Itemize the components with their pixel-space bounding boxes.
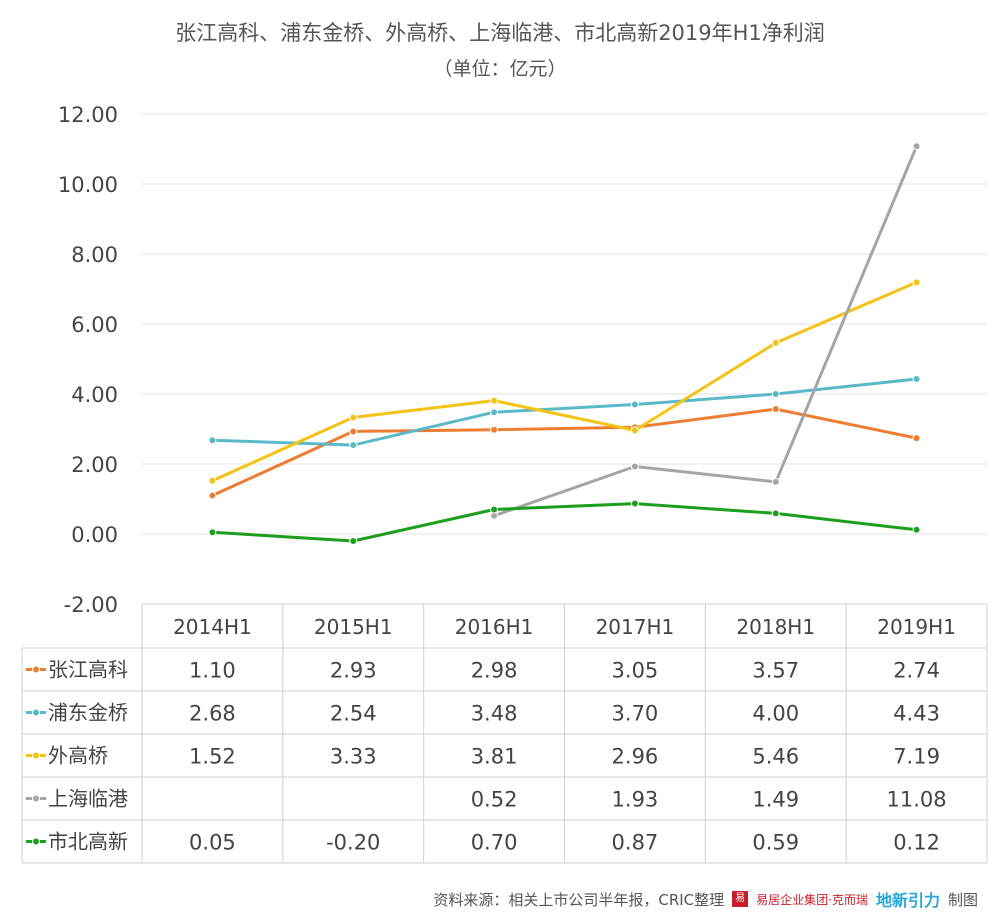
x-category-label: 2017H1 (596, 615, 675, 639)
logo-text: 易居企业集团·克而瑞 (756, 892, 868, 907)
series-line (212, 377, 917, 447)
series-line (211, 407, 917, 497)
data-label: 3.33 (330, 745, 377, 769)
data-point (208, 528, 217, 537)
data-label: 0.59 (752, 831, 799, 855)
x-category-label: 2014H1 (173, 615, 252, 639)
data-point (912, 142, 921, 151)
source-text: 资料来源：相关上市公司半年报，CRIC整理 (433, 890, 725, 909)
legend-marker (32, 708, 40, 717)
data-label: 1.10 (189, 659, 236, 683)
data-label: 3.57 (752, 659, 799, 683)
data-point (490, 396, 499, 405)
data-point (630, 499, 639, 508)
legend-label: 张江高科 (48, 658, 128, 682)
data-point (771, 509, 780, 518)
data-label: 2.96 (612, 745, 659, 769)
data-point (349, 413, 358, 422)
data-point (912, 278, 921, 287)
data-point (630, 400, 639, 409)
data-label: 4.00 (752, 702, 799, 726)
line-chart: 12.00 10.00 8.00 6.00 4.00 2.00 0.00 -2.00 2014H… (21, 103, 988, 864)
data-point (912, 434, 921, 443)
logo-icon: 易 (732, 891, 749, 907)
data-label: -0.20 (326, 831, 380, 855)
y-tick-label: 8.00 (71, 243, 118, 267)
data-label: 0.70 (471, 831, 518, 855)
y-tick-label: 6.00 (71, 313, 118, 337)
y-tick-label: 4.00 (71, 383, 118, 407)
data-label: 0.87 (612, 831, 659, 855)
data-label: 2.93 (330, 659, 377, 683)
data-label: 1.49 (752, 788, 799, 812)
data-point (349, 427, 358, 436)
source-footer: 资料来源：相关上市公司半年报，CRIC整理 易 易居企业集团·克而瑞 地新引力 … (433, 887, 978, 911)
data-point (912, 525, 921, 534)
legend-label: 上海临港 (48, 787, 128, 811)
x-category-label: 2015H1 (314, 615, 393, 639)
data-point (490, 425, 499, 434)
data-point (490, 505, 499, 514)
data-point (490, 408, 499, 417)
legend-label: 浦东金桥 (48, 701, 128, 725)
legend-marker (32, 794, 40, 803)
data-label: 7.19 (893, 745, 940, 769)
data-label: 2.68 (189, 702, 236, 726)
legend-marker (32, 837, 40, 846)
x-category-label: 2018H1 (736, 615, 815, 639)
y-tick-label: -2.00 (64, 593, 118, 617)
series-line (493, 145, 918, 518)
y-tick-label: 10.00 (58, 173, 118, 197)
data-label: 3.05 (612, 659, 659, 683)
made-by-text: 制图 (947, 890, 978, 909)
data-point (349, 537, 358, 545)
data-label: 0.05 (189, 831, 236, 855)
data-label: 2.54 (330, 702, 377, 726)
data-point (771, 405, 780, 414)
x-category-label: 2019H1 (877, 615, 956, 639)
chart-title-block: 张江高科、浦东金桥、外高桥、上海临港、市北高新2019年H1净利润 （单位：亿元… (0, 18, 1000, 84)
data-point (771, 338, 780, 347)
data-point (630, 426, 639, 435)
data-point (912, 374, 921, 383)
data-label: 3.70 (612, 702, 659, 726)
data-label: 0.52 (471, 788, 518, 812)
data-point (208, 436, 217, 445)
data-point (349, 441, 358, 450)
chart-subtitle: （单位：亿元） (433, 58, 567, 80)
data-point (208, 476, 217, 485)
series-line (212, 502, 917, 543)
data-label: 0.12 (893, 831, 940, 855)
legend-marker (32, 751, 40, 760)
data-label: 3.48 (471, 702, 518, 726)
series-line (211, 280, 918, 483)
y-tick-label: 0.00 (71, 523, 118, 547)
data-point (771, 390, 780, 398)
legend-marker (32, 665, 40, 674)
y-tick-label: 12.00 (58, 103, 118, 127)
data-label: 5.46 (752, 745, 799, 769)
data-label: 1.52 (189, 745, 236, 769)
data-point (771, 477, 780, 486)
data-label: 2.98 (471, 659, 518, 683)
data-label: 1.93 (612, 788, 659, 812)
data-point (630, 462, 639, 471)
brand-mark: 地新引力 (875, 891, 940, 910)
chart-title: 张江高科、浦东金桥、外高桥、上海临港、市北高新2019年H1净利润 (175, 21, 825, 45)
legend-label: 外高桥 (48, 744, 108, 768)
legend-label: 市北高新 (48, 830, 128, 854)
data-label: 4.43 (893, 702, 940, 726)
data-label: 3.81 (471, 745, 518, 769)
data-label: 11.08 (887, 788, 947, 812)
x-category-label: 2016H1 (455, 615, 534, 639)
data-label: 2.74 (893, 659, 940, 683)
y-tick-label: 2.00 (71, 453, 118, 477)
data-point (208, 491, 217, 500)
